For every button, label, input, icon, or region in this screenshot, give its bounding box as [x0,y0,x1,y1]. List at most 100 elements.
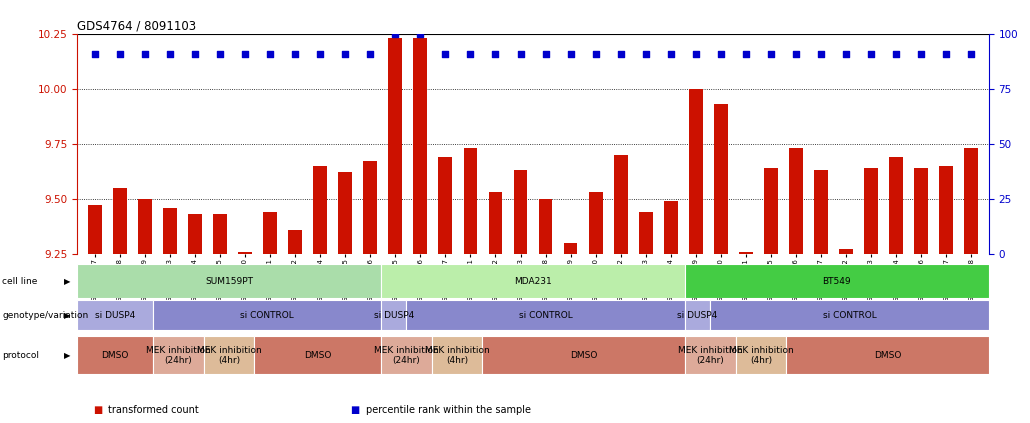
Bar [254,336,381,374]
Point [888,50,904,57]
Point [963,50,980,57]
Point [813,50,829,57]
Point [662,50,679,57]
Bar [188,214,202,254]
Bar [685,300,711,330]
Text: ■: ■ [93,405,102,415]
Point [913,50,929,57]
Bar [563,243,578,254]
Text: MEK inhibition
(4hr): MEK inhibition (4hr) [197,346,262,365]
Point [137,50,153,57]
Point [337,50,353,57]
Point [737,50,754,57]
Bar [764,168,778,254]
Bar [77,300,153,330]
Bar [113,188,127,254]
Bar [889,157,903,254]
Bar [88,206,102,254]
Bar [381,264,685,298]
Bar [786,336,989,374]
Bar [464,148,477,254]
Point [688,50,705,57]
Bar [789,148,802,254]
Bar [685,336,735,374]
Bar [364,162,377,254]
Text: MEK inhibition
(4hr): MEK inhibition (4hr) [424,346,489,365]
Point [437,50,453,57]
Text: si CONTROL: si CONTROL [240,310,294,320]
Text: MEK inhibition
(4hr): MEK inhibition (4hr) [728,346,793,365]
Point [562,50,579,57]
Point [186,50,203,57]
Bar [488,192,503,254]
Text: si CONTROL: si CONTROL [519,310,573,320]
Text: DMSO: DMSO [102,351,129,360]
Bar [138,199,151,254]
Point [863,50,880,57]
Bar [153,336,204,374]
Bar [204,336,254,374]
Point [87,50,103,57]
Bar [814,170,828,254]
Point [713,50,729,57]
Bar [739,252,753,254]
Bar [689,89,702,254]
Point [938,50,955,57]
Text: ▶: ▶ [64,310,70,320]
Point [362,50,378,57]
Point [412,30,428,37]
Bar [432,336,482,374]
Bar [153,300,381,330]
Point [237,50,253,57]
Bar [514,170,527,254]
Bar [238,252,252,254]
Text: GDS4764 / 8091103: GDS4764 / 8091103 [77,20,197,33]
Point [613,50,629,57]
Bar [163,208,177,254]
Bar [964,148,978,254]
Point [837,50,854,57]
Text: cell line: cell line [2,277,37,286]
Bar [539,199,552,254]
Text: DMSO: DMSO [873,351,901,360]
Text: si DUSP4: si DUSP4 [95,310,135,320]
Point [587,50,604,57]
Text: si CONTROL: si CONTROL [823,310,877,320]
Point [312,50,329,57]
Text: si DUSP4: si DUSP4 [374,310,414,320]
Bar [714,104,728,254]
Bar [381,336,432,374]
Text: MDA231: MDA231 [514,277,552,286]
Bar [388,38,402,254]
Bar [381,300,407,330]
Bar [915,168,928,254]
Text: MEK inhibition
(24hr): MEK inhibition (24hr) [374,346,439,365]
Text: MEK inhibition
(24hr): MEK inhibition (24hr) [146,346,211,365]
Point [762,50,779,57]
Text: transformed count: transformed count [108,405,199,415]
Bar [939,166,953,254]
Bar [439,157,452,254]
Bar [839,250,853,254]
Point [111,50,128,57]
Point [788,50,804,57]
Text: genotype/variation: genotype/variation [2,310,89,320]
Bar [313,166,328,254]
Text: ■: ■ [350,405,359,415]
Text: ▶: ▶ [64,351,70,360]
Bar [735,336,786,374]
Text: BT549: BT549 [823,277,851,286]
Text: DMSO: DMSO [304,351,332,360]
Point [287,50,304,57]
Point [538,50,554,57]
Point [462,50,479,57]
Bar [864,168,878,254]
Text: protocol: protocol [2,351,39,360]
Bar [614,155,627,254]
Bar [482,336,685,374]
Text: ▶: ▶ [64,277,70,286]
Point [487,50,504,57]
Bar [639,212,653,254]
Bar [338,173,352,254]
Point [638,50,654,57]
